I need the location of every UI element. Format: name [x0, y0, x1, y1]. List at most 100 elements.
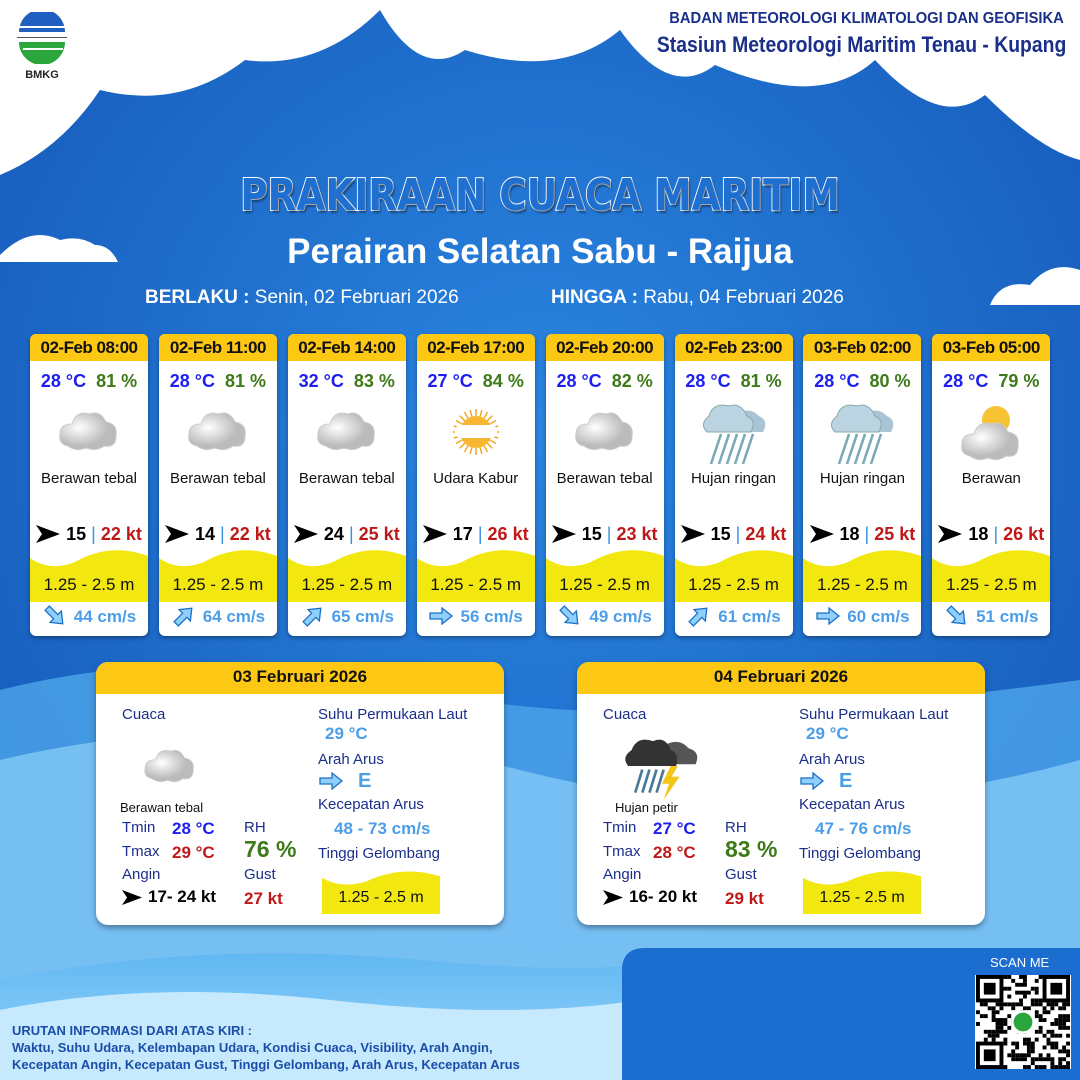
current-speed: 56 cm/s [460, 607, 523, 626]
qr-code[interactable] [975, 975, 1071, 1069]
humidity: 79 % [998, 371, 1040, 391]
gust-speed: 26 kt [1003, 524, 1045, 544]
current-speed: 44 cm/s [73, 607, 137, 626]
wave-shape [322, 871, 440, 914]
weather-condition: Hujan ringan [819, 470, 905, 487]
current-speed-value: 47 - 76 cm/s [815, 819, 912, 838]
daily-date: 04 Februari 2026 [577, 662, 985, 694]
current-arrow-icon [172, 607, 193, 627]
current-speed: 64 cm/s [202, 607, 266, 626]
page-title: PRAKIRAAN CUACA MARITIM [239, 169, 840, 222]
wave-label: Tinggi Gelombang [318, 845, 441, 862]
bmkg-logo: BMKG [14, 9, 70, 81]
forecast-time: 02-Feb 11:00 [158, 334, 277, 361]
current-arrow-icon [319, 772, 344, 790]
weather-condition: Berawan tebal [556, 470, 653, 487]
footer-line: Kecepatan Angin, Kecepatan Gust, Tinggi … [12, 1057, 520, 1072]
air-temperature: 27 °C [427, 371, 473, 391]
weather-condition: Berawan tebal [298, 470, 395, 487]
forecast-card: 02-Feb 23:00 28 °C 81 % Hujan ringan 15 … [674, 334, 793, 636]
forecast-time: 02-Feb 14:00 [287, 334, 406, 361]
tmax-label: Tmax [122, 843, 160, 860]
wave-shape [932, 550, 1051, 602]
daily-weather: Berawan tebal [120, 800, 204, 815]
wind-speed: 15 [581, 524, 602, 544]
wind-direction-icon [551, 525, 576, 543]
area-subtitle: Perairan Selatan Sabu - Raijua [287, 232, 793, 271]
weather-condition: Berawan tebal [169, 470, 266, 487]
valid-from-label: BERLAKU : [145, 287, 250, 308]
wind-label: Angin [122, 866, 161, 883]
current-dir-value: E [839, 770, 853, 792]
thunderstorm-icon [621, 734, 701, 800]
wind-speed: 18 [968, 524, 989, 544]
humidity: 81 % [740, 371, 782, 391]
humidity: 83 % [353, 371, 395, 391]
air-temperature: 28 °C [943, 371, 989, 391]
weather-condition: Hujan ringan [690, 470, 777, 487]
humidity: 80 % [869, 371, 911, 391]
tmin-value: 27 °C [653, 819, 696, 838]
daily-summary-panel: 04 Februari 2026 Cuaca Hujan petir Tmin … [577, 662, 985, 925]
station-name: Stasiun Meteorologi Maritim Tenau - Kupa… [656, 32, 1066, 57]
current-speed: 65 cm/s [331, 607, 394, 626]
air-temperature: 32 °C [298, 371, 344, 391]
gust-speed: 22 kt [100, 524, 142, 544]
rain-icon [699, 394, 769, 468]
gust-label: Gust [244, 866, 276, 883]
daily-weather: Hujan petir [615, 800, 678, 815]
air-temperature: 28 °C [40, 371, 87, 391]
valid-to: HINGGA : Rabu, 04 Februari 2026 [551, 287, 844, 309]
current-dir-value: E [358, 770, 372, 792]
daily-summary-panel: 03 Februari 2026 Cuaca Berawan tebal Tmi… [96, 662, 504, 925]
cloud-icon [140, 734, 200, 800]
daily-date: 03 Februari 2026 [96, 662, 504, 694]
org-name: BADAN METEOROLOGI KLIMATOLOGI DAN GEOFIS… [669, 10, 1064, 27]
gust-speed: 25 kt [874, 524, 916, 544]
forecast-card: 02-Feb 08:00 28 °C 81 % Berawan tebal 15… [30, 334, 148, 636]
gust-speed: 23 kt [616, 524, 658, 544]
wave-shape [158, 550, 277, 602]
gust-speed: 25 kt [358, 524, 400, 544]
scan-me-label: SCAN ME [990, 955, 1050, 970]
tmin-label: Tmin [603, 819, 637, 836]
sst-value: 29 °C [806, 724, 849, 743]
wave-label: Tinggi Gelombang [799, 845, 922, 862]
wind-value: 17- 24 kt [148, 887, 217, 906]
humidity: 81 % [225, 371, 267, 391]
wave-height: 1.25 - 2.5 m [817, 575, 908, 594]
current-speed-label: Kecepatan Arus [799, 796, 905, 813]
humidity: 82 % [611, 371, 653, 391]
weather-condition: Berawan tebal [41, 470, 137, 487]
wave-shape [674, 550, 793, 602]
wave-height: 1.25 - 2.5 m [301, 575, 393, 594]
current-arrow-icon [559, 605, 579, 625]
wave-shape [803, 550, 922, 602]
forecast-card: 02-Feb 17:00 27 °C 84 % Udara Kabur 17 |… [416, 334, 535, 636]
valid-from-value: Senin, 02 Februari 2026 [254, 287, 459, 308]
gust-speed: 22 kt [229, 524, 271, 544]
footer-legend: URUTAN INFORMASI DARI ATAS KIRI : Waktu,… [12, 1022, 520, 1073]
weather-condition: Udara Kabur [433, 470, 519, 487]
wave-value: 1.25 - 2.5 m [338, 889, 424, 906]
current-arrow-icon [43, 605, 64, 625]
wind-speed: 14 [195, 524, 216, 544]
sst-label: Suhu Permukaan Laut [799, 706, 949, 723]
cloud-icon [183, 394, 253, 468]
current-speed: 61 cm/s [718, 607, 781, 626]
wind-direction-icon [36, 525, 61, 543]
forecast-card: 03-Feb 02:00 28 °C 80 % Hujan ringan 18 … [803, 334, 922, 636]
current-arrow-icon [688, 607, 708, 627]
wave-value: 1.25 - 2.5 m [819, 889, 905, 906]
forecast-card: 02-Feb 14:00 32 °C 83 % Berawan tebal 24… [287, 334, 406, 636]
wind-speed: 15 [66, 524, 87, 544]
current-arrow-icon [816, 607, 841, 625]
wind-label: Angin [603, 866, 642, 883]
forecast-card: 03-Feb 05:00 28 °C 79 % Berawan 18 | 26 … [932, 334, 1051, 636]
current-speed: 49 cm/s [589, 607, 652, 626]
gust-speed: 26 kt [487, 524, 529, 544]
wind-speed: 15 [710, 524, 731, 544]
tmin-value: 28 °C [172, 819, 215, 838]
current-arrow-icon [800, 772, 825, 790]
gust-label: Gust [725, 866, 757, 883]
